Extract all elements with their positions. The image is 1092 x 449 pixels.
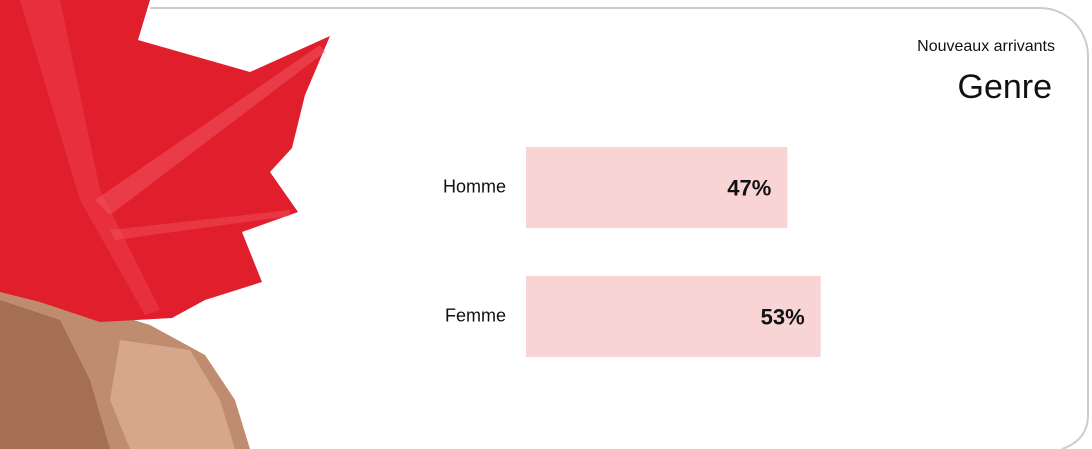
subtitle: Nouveaux arrivants — [917, 38, 1055, 55]
bar — [526, 276, 821, 357]
maple-leaf-photo — [0, 0, 330, 449]
chart-title: Genre — [958, 68, 1053, 106]
value-label: 47% — [727, 175, 771, 200]
category-label: Homme — [443, 176, 506, 196]
value-label: 53% — [761, 304, 805, 329]
card-border — [150, 7, 1089, 449]
bar — [526, 147, 788, 228]
category-label: Femme — [445, 305, 506, 325]
